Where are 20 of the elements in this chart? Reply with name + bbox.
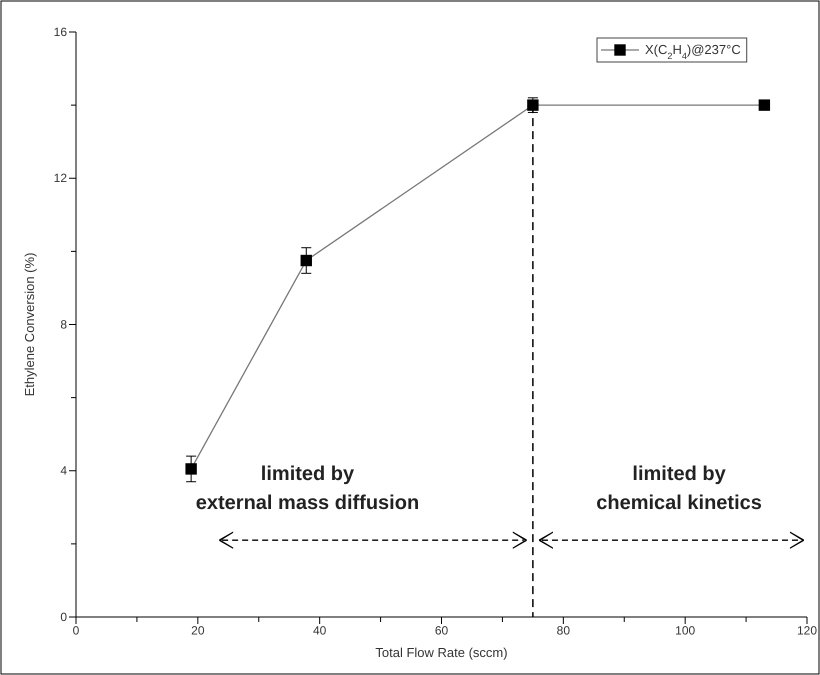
annotation: limited by external mass diffusion: [196, 463, 420, 514]
y-tick-label: 0: [60, 610, 68, 624]
y-tick-label: 12: [54, 171, 68, 186]
y-tick-label: 8: [60, 317, 68, 332]
x-tick-label: 120: [796, 624, 818, 638]
y-tick-label: 4: [60, 464, 68, 478]
point: [185, 463, 197, 475]
x-tick-label: 0: [72, 624, 80, 638]
annotation: limited by chemical kinetics: [596, 463, 762, 514]
x-axis-title: Total Flow Rate (sccm): [375, 645, 508, 660]
x-tick-label: 40: [312, 624, 327, 638]
y-tick-label: 16: [54, 24, 68, 39]
point: [758, 99, 770, 111]
x-tick-label: 80: [556, 624, 570, 638]
y-axis-title: Ethylene Conversion (%): [22, 252, 37, 396]
x-tick-label: 20: [191, 624, 205, 638]
legend-label: X(C$_{2}$H$_{4}$)@237°C: [645, 42, 741, 61]
x-tick-label: 100: [675, 624, 696, 638]
x-tick-label: 60: [434, 624, 448, 638]
point: [300, 254, 312, 266]
